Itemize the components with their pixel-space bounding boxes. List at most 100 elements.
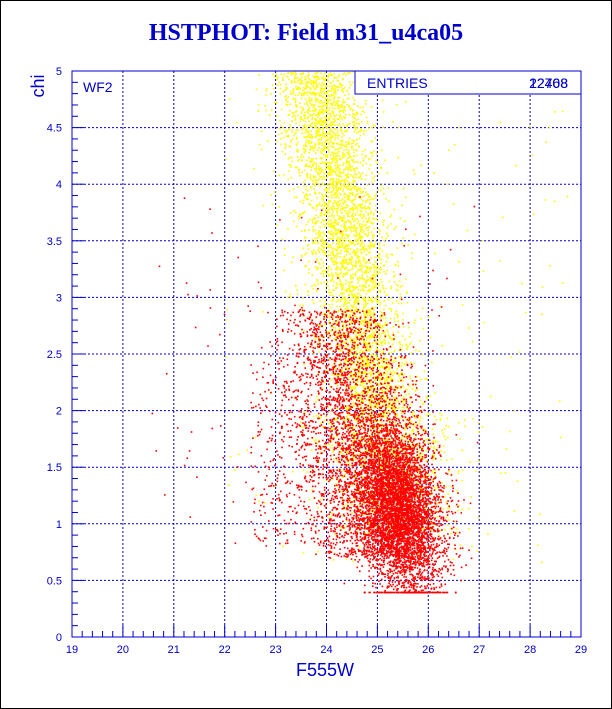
scatter-point (331, 208, 333, 211)
scatter-point (336, 242, 339, 245)
scatter-point (355, 301, 358, 303)
scatter-point (416, 482, 418, 484)
scatter-point (324, 110, 326, 112)
scatter-point (325, 165, 327, 167)
scatter-point (376, 394, 379, 396)
scatter-point (377, 424, 380, 427)
scatter-point (342, 208, 344, 211)
scatter-point (338, 268, 341, 270)
scatter-point (477, 517, 480, 519)
scatter-point (339, 246, 341, 249)
scatter-point (334, 208, 336, 210)
scatter-point (292, 114, 295, 116)
scatter-point (383, 374, 385, 376)
scatter-point (371, 342, 374, 344)
scatter-point (342, 162, 345, 164)
scatter-point (294, 97, 296, 100)
scatter-point (350, 341, 352, 343)
scatter-point (410, 351, 413, 354)
scatter-point (311, 285, 313, 287)
scatter-point (322, 132, 325, 135)
scatter-point (324, 202, 326, 204)
scatter-point (378, 504, 380, 506)
scatter-point (363, 364, 366, 366)
scatter-point (383, 308, 385, 311)
scatter-point (339, 209, 342, 212)
scatter-point (335, 268, 337, 270)
scatter-point (464, 425, 466, 428)
scatter-point (408, 393, 410, 395)
scatter-point (354, 219, 357, 221)
scatter-point (294, 71, 296, 74)
scatter-point (350, 145, 353, 148)
scatter-point (331, 424, 334, 426)
scatter-point (378, 413, 380, 415)
scatter-point (321, 236, 324, 239)
scatter-point (329, 257, 332, 260)
scatter-point (342, 276, 344, 278)
scatter-point (351, 386, 353, 389)
scatter-point (359, 227, 362, 229)
scatter-point (307, 248, 310, 250)
scatter-point (335, 187, 338, 190)
scatter-point (326, 105, 328, 107)
scatter-point (357, 296, 360, 299)
scatter-point (338, 186, 340, 189)
scatter-point (366, 363, 369, 365)
scatter-point (346, 449, 348, 451)
scatter-point (287, 114, 290, 116)
scatter-point (416, 431, 418, 433)
scatter-point (322, 262, 325, 264)
scatter-point (346, 289, 348, 291)
scatter-point (336, 118, 339, 120)
scatter-point (409, 433, 411, 435)
scatter-point (302, 93, 305, 96)
scatter-point (469, 461, 471, 464)
scatter-point (345, 272, 347, 275)
scatter-point (316, 279, 318, 281)
scatter-point (356, 227, 359, 229)
scatter-point (355, 381, 358, 384)
scatter-point (356, 346, 359, 348)
scatter-point (272, 170, 275, 172)
scatter-point (285, 98, 288, 100)
scatter-point (364, 532, 366, 534)
scatter-point (334, 155, 337, 158)
scatter-point (353, 497, 355, 499)
scatter-point (337, 252, 340, 255)
scatter-point (354, 355, 357, 357)
scatter-point (330, 88, 333, 90)
scatter-point (427, 316, 430, 318)
scatter-point (315, 232, 318, 235)
scatter-point (370, 335, 372, 338)
scatter-point (355, 308, 357, 311)
scatter-point (414, 390, 417, 392)
scatter-point (304, 124, 306, 126)
scatter-point (374, 396, 376, 399)
scatter-point (340, 116, 342, 119)
scatter-point (402, 237, 405, 239)
scatter-point (296, 77, 299, 80)
scatter-point (330, 136, 333, 138)
scatter-point (358, 188, 360, 191)
scatter-point (370, 370, 373, 373)
scatter-point (361, 451, 363, 453)
scatter-point (301, 76, 303, 79)
scatter-point (422, 327, 425, 330)
scatter-point (329, 385, 332, 388)
scatter-point (351, 285, 354, 287)
scatter-point (279, 83, 282, 86)
scatter-point (354, 296, 356, 298)
scatter-point (400, 358, 403, 360)
scatter-point (328, 215, 330, 218)
scatter-point (375, 379, 377, 381)
scatter-point (330, 157, 332, 160)
scatter-point (327, 244, 330, 246)
scatter-point (389, 419, 391, 421)
scatter-point (369, 329, 372, 331)
scatter-point (390, 317, 392, 320)
scatter-point (325, 193, 327, 195)
scatter-point (357, 299, 360, 302)
scatter-point (398, 363, 400, 365)
scatter-point (412, 414, 415, 416)
